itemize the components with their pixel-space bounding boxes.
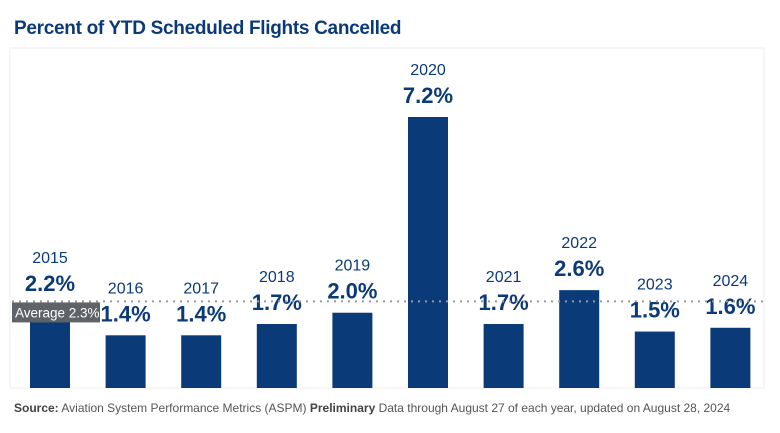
bar-2024 xyxy=(710,327,751,388)
category-label-2022: 2022 xyxy=(561,235,597,252)
value-label-2019: 2.0% xyxy=(327,279,377,304)
category-label-2015: 2015 xyxy=(32,250,68,267)
bar-chart: 2.2% 2015 1.4% 2016 1.4% 2017 1.7% 2018 2.0% 2019… xyxy=(9,47,765,389)
category-label-2016: 2016 xyxy=(108,280,144,297)
category-label-2017: 2017 xyxy=(183,280,219,297)
category-label-2018: 2018 xyxy=(259,269,295,286)
bar-2020 xyxy=(408,117,448,388)
plot-frame xyxy=(9,47,765,389)
category-label-2024: 2024 xyxy=(713,273,749,290)
preliminary-label: Preliminary xyxy=(309,401,376,415)
value-label-2023: 1.5% xyxy=(630,298,680,323)
bar-2017 xyxy=(181,335,222,388)
bar-2016 xyxy=(105,335,146,388)
category-label-2020: 2020 xyxy=(410,62,446,79)
value-label-2017: 1.4% xyxy=(176,301,226,326)
average-label: Average 2.3% xyxy=(15,305,100,320)
bar-2019 xyxy=(332,312,373,388)
value-label-2018: 1.7% xyxy=(252,290,302,315)
category-label-2019: 2019 xyxy=(335,258,371,275)
value-label-2024: 1.6% xyxy=(705,294,755,319)
category-label-2023: 2023 xyxy=(637,277,673,294)
bar-2021 xyxy=(483,324,524,388)
average-label-box xyxy=(12,302,100,323)
value-label-2021: 1.7% xyxy=(479,290,529,315)
value-label-2015: 2.2% xyxy=(25,271,75,296)
source-text: Aviation System Performance Metrics (ASP… xyxy=(58,401,310,415)
bar-2023 xyxy=(634,331,675,388)
chart-title: Percent of YTD Scheduled Flights Cancell… xyxy=(14,18,402,39)
value-label-2022: 2.6% xyxy=(554,256,604,281)
value-label-2016: 1.4% xyxy=(101,301,151,326)
source-note: Source: Aviation System Performance Metr… xyxy=(14,401,730,415)
category-label-2021: 2021 xyxy=(486,269,522,286)
source-label: Source: xyxy=(14,401,59,415)
value-label-2020: 7.2% xyxy=(403,83,453,108)
bar-2018 xyxy=(256,324,297,388)
bar-2022 xyxy=(559,290,600,388)
preliminary-text: Data through August 27 of each year, upd… xyxy=(375,401,731,415)
